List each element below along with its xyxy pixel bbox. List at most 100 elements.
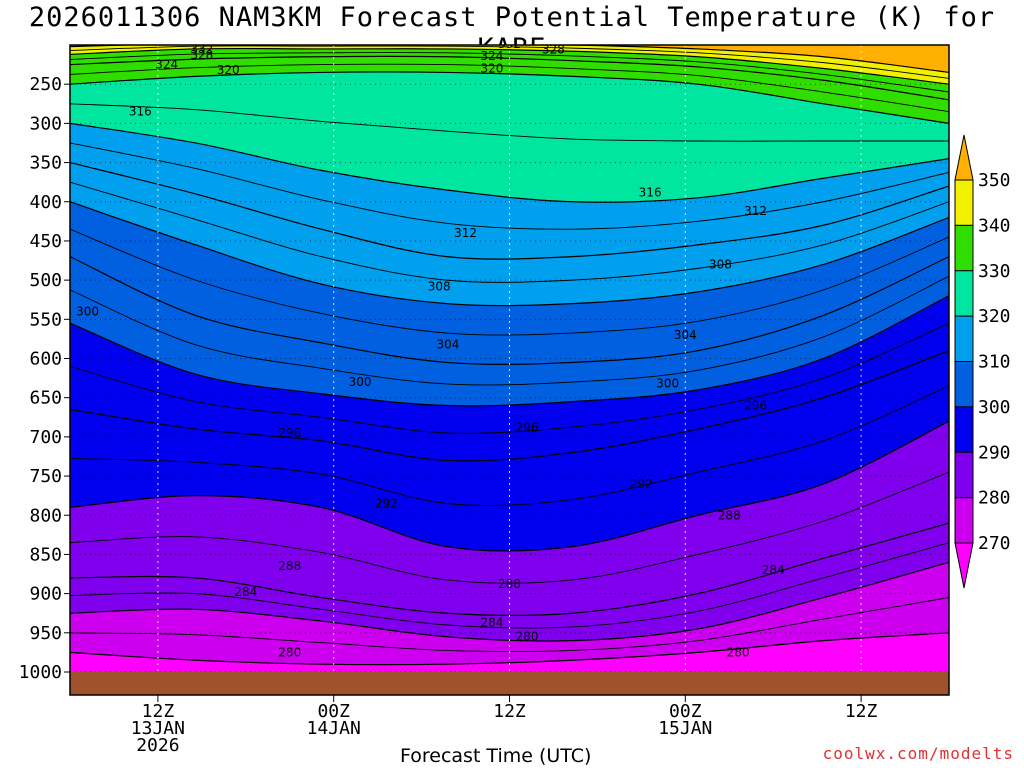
contour-label-text: 300 <box>76 304 99 318</box>
band-350 <box>814 45 949 64</box>
isentrope-320-K <box>70 71 949 124</box>
isentrope-minor <box>70 322 949 434</box>
x-tick-label: 00Z <box>317 701 350 722</box>
x-tick-label: 12Z <box>845 701 878 722</box>
isentrope-328-K <box>70 47 949 85</box>
contour-label: 300 <box>656 377 679 391</box>
contour-label: 300 <box>349 375 372 389</box>
ground <box>70 672 949 695</box>
contour-label-text: 300 <box>349 375 372 389</box>
contour-label: 288 <box>278 559 301 573</box>
contour-label: 304 <box>674 328 697 342</box>
contour-label-text: 296 <box>516 420 539 434</box>
contour-label-text: 296 <box>744 399 767 413</box>
contour-label-text: 308 <box>428 279 451 293</box>
contour-label: 332 <box>498 37 521 51</box>
contour-label: 332 <box>190 42 213 56</box>
contour-label: 312 <box>454 226 477 240</box>
y-tick-label: 400 <box>29 192 62 213</box>
contour-label: 324 <box>480 49 503 63</box>
contour-label-text: 320 <box>480 62 503 76</box>
colorbar-top-arrow <box>954 134 974 181</box>
contour-label: 316 <box>129 105 152 119</box>
y-tick-label: 300 <box>29 113 62 134</box>
contour-label-text: 280 <box>727 645 750 659</box>
x-axis-label: Forecast Time (UTC) <box>400 745 592 767</box>
contour-label-text: 324 <box>480 49 503 63</box>
isentrope-332-K <box>70 45 949 74</box>
contour-label-text: 300 <box>656 377 679 391</box>
contour-label: 304 <box>437 337 460 351</box>
contour-label: 308 <box>709 257 732 271</box>
contour-label: 312 <box>744 204 767 218</box>
contour-label-text: 288 <box>498 577 521 591</box>
contour-label: 288 <box>498 577 521 591</box>
y-tick-label: 450 <box>29 231 62 252</box>
contour-label: 316 <box>639 185 662 199</box>
contour-label: 284 <box>480 616 503 630</box>
colorbar-label: 320 <box>978 306 1011 327</box>
isentrope-minor <box>70 471 949 584</box>
y-tick-label: 850 <box>29 544 62 565</box>
contour-label: 296 <box>278 426 301 440</box>
colorbar-segment <box>954 224 974 272</box>
y-tick-label: 550 <box>29 309 62 330</box>
contour-label-text: 316 <box>129 105 152 119</box>
contour-label-text: 316 <box>639 185 662 199</box>
colorbar-bottom-arrow <box>954 542 974 589</box>
x-tick-label: 15JAN <box>658 718 712 739</box>
y-tick-label: 250 <box>29 74 62 95</box>
y-tick-label: 800 <box>29 505 62 526</box>
colorbar-segment <box>954 406 974 453</box>
x-tick-label: 2026 <box>136 735 179 756</box>
credit-text: coolwx.com/modelts <box>822 744 1014 763</box>
colorbar-segment <box>954 451 974 499</box>
contour-label: 296 <box>516 420 539 434</box>
contour-label-text: 296 <box>278 426 301 440</box>
contour-label: 320 <box>217 63 240 77</box>
contour-label-text: 288 <box>718 508 741 522</box>
colorbar-segment <box>954 497 974 544</box>
contour-label-text: 332 <box>190 42 213 56</box>
contour-label: 284 <box>762 563 785 577</box>
contour-label-text: 284 <box>762 563 785 577</box>
contour-label: 296 <box>744 399 767 413</box>
contour-label: 320 <box>480 62 503 76</box>
contour-label-text: 304 <box>674 328 697 342</box>
contour-label: 292 <box>630 477 653 491</box>
isentrope-minor <box>70 385 949 506</box>
x-tick-label: 00Z <box>669 701 702 722</box>
colorbar-label: 310 <box>978 352 1011 373</box>
isentrope-280-K <box>70 632 949 666</box>
y-tick-label: 650 <box>29 388 62 409</box>
contour-label-text: 332 <box>498 37 521 51</box>
contour-label: 292 <box>375 496 398 510</box>
contour-label-text: 328 <box>542 43 565 57</box>
contour-label-text: 292 <box>375 496 398 510</box>
contour-label-text: 284 <box>480 616 503 630</box>
contour-label-text: 292 <box>630 477 653 491</box>
colorbar-label: 350 <box>978 170 1011 191</box>
contour-label: 300 <box>76 304 99 318</box>
contour-label: 284 <box>234 585 257 599</box>
contour-label-text: 324 <box>155 58 178 72</box>
y-tick-label: 750 <box>29 466 62 487</box>
colorbar-label: 280 <box>978 488 1011 509</box>
colorbar-segment <box>954 179 974 226</box>
y-tick-label: 350 <box>29 153 62 174</box>
colorbar-label: 270 <box>978 533 1011 554</box>
isentrope-minor <box>70 275 949 386</box>
y-tick-label: 900 <box>29 584 62 605</box>
x-tick-label: 12Z <box>142 701 175 722</box>
y-tick-label: 950 <box>29 623 62 644</box>
isentrope-308-K <box>70 201 949 307</box>
isentrope-minor <box>70 181 949 283</box>
y-tick-label: 600 <box>29 349 62 370</box>
contour-label: 280 <box>516 630 539 644</box>
x-tick-label: 12Z <box>493 701 526 722</box>
contour-label-text: 320 <box>217 63 240 77</box>
isentrope-312-K <box>70 161 949 260</box>
colorbar-label: 330 <box>978 261 1011 282</box>
